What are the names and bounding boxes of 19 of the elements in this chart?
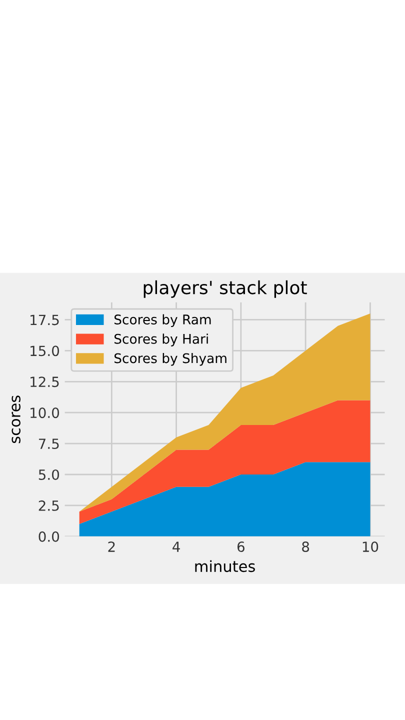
legend-label: Scores by Shyam — [114, 353, 226, 366]
y-tick-label: 7.5 — [38, 438, 59, 450]
y-tick-label: 5.0 — [38, 469, 60, 480]
x-tick-label: 8 — [302, 542, 310, 552]
x-axis-title: minutes — [195, 560, 255, 572]
y-tick-label: 2.5 — [38, 500, 59, 511]
y-axis-title: scores — [12, 396, 20, 444]
chart-title: players' stack plot — [144, 280, 307, 298]
y-tick-label: 10.0 — [30, 408, 60, 418]
y-tick-label: 17.5 — [30, 314, 59, 326]
x-tick-label: 4 — [172, 542, 180, 552]
legend-label: Scores by Hari — [114, 334, 208, 346]
y-tick-label: 15.0 — [30, 346, 60, 356]
y-tick-label: 12.5 — [30, 376, 59, 388]
x-tick-label: 2 — [108, 542, 115, 552]
x-tick-label: 10 — [362, 542, 378, 552]
legend-label: Scores by Ram — [114, 314, 211, 328]
y-tick-label: 0.0 — [38, 531, 60, 542]
x-tick-label: 6 — [237, 542, 244, 552]
